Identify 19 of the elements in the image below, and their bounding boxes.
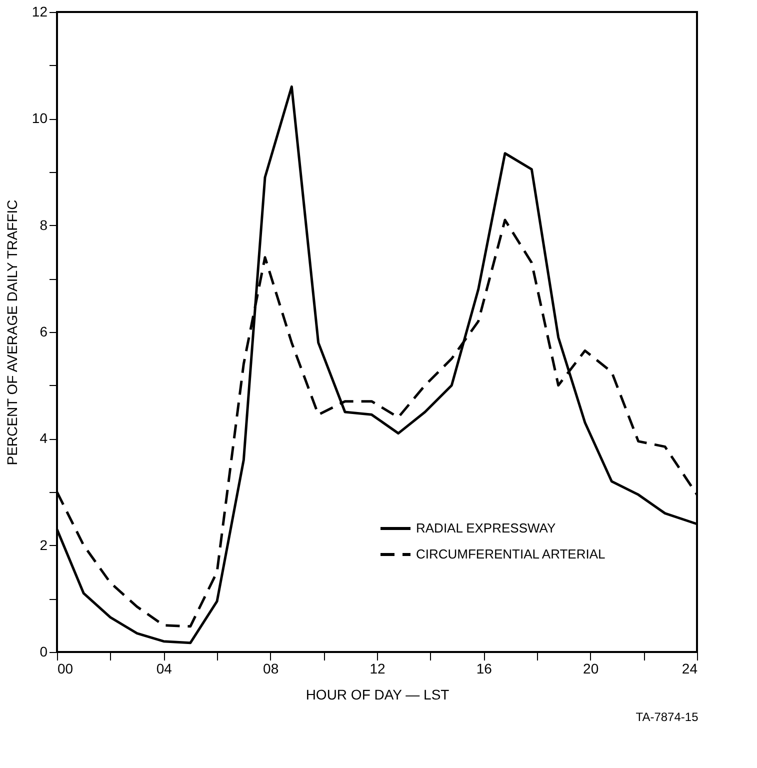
x-axis-title: HOUR OF DAY — LST xyxy=(306,686,450,702)
y-tick-label: 8 xyxy=(40,216,48,233)
y-tick-label: 0 xyxy=(40,644,48,660)
x-tick-label: 16 xyxy=(476,660,492,676)
x-tick-label: 24 xyxy=(682,660,698,676)
legend-label: RADIAL EXPRESSWAY xyxy=(416,520,556,536)
y-tick-label: 12 xyxy=(32,4,48,20)
y-tick-label: 2 xyxy=(40,536,48,553)
y-tick-label: 4 xyxy=(40,430,48,446)
y-tick-label: 6 xyxy=(40,324,48,340)
x-tick-label: 20 xyxy=(583,660,599,676)
y-axis-title: PERCENT OF AVERAGE DAILY TRAFFIC xyxy=(4,200,20,466)
legend-label: CIRCUMFERENTIAL ARTERIAL xyxy=(416,546,606,562)
x-tick-label: 08 xyxy=(263,660,279,676)
text: TA-7874-15 xyxy=(636,710,699,724)
x-tick-label: 00 xyxy=(58,660,74,676)
x-tick-label: 04 xyxy=(156,660,172,676)
y-tick-label: 10 xyxy=(32,110,48,126)
x-tick-label: 12 xyxy=(370,660,386,676)
